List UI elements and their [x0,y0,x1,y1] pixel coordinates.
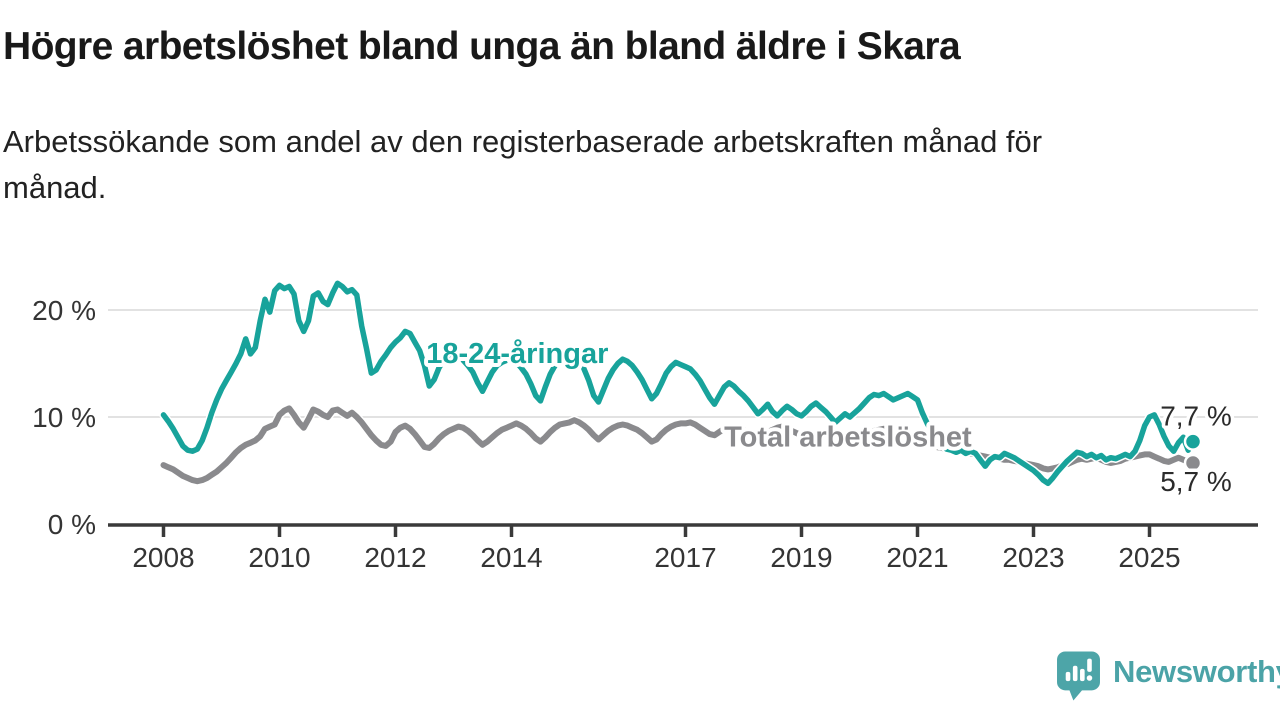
logo-bubble-tail [1068,687,1085,701]
end-value-label-total: 5,7 % [1160,466,1232,497]
end-value-label-youth: 7,7 % [1160,401,1232,432]
end-dot-youth [1183,432,1203,451]
y-tick-label-20: 20 % [32,295,96,326]
x-tick-label-2023: 2023 [1002,542,1064,573]
end-dot-total [1183,453,1203,473]
series-halo-youth [159,279,1198,488]
logo-bar-1 [1065,671,1071,682]
newsworthy-logo: Newsworthy [1056,650,1280,702]
x-tick-label-2021: 2021 [886,542,948,573]
chart-subtitle: Arbetssökande som andel av den registerb… [3,119,1263,211]
newsworthy-logo-text: Newsworthy [1113,654,1280,689]
series-label-total: Total arbetslöshet [724,421,972,453]
logo-exclamation-bar [1087,658,1092,672]
y-tick-label-0: 0 % [48,509,96,540]
x-tick-label-2017: 2017 [654,542,716,573]
x-tick-label-2019: 2019 [770,542,832,573]
series-line-youth [160,280,1196,487]
x-tick-label-2010: 2010 [248,542,310,573]
logo-exclamation-dot [1086,675,1093,681]
x-tick-label-2008: 2008 [132,542,194,573]
subtitle-line-1: Arbetssökande som andel av den registerb… [3,124,1043,159]
newsworthy-logo-icon [1057,651,1100,701]
logo-bar-2 [1072,665,1078,682]
x-tick-label-2012: 2012 [364,542,426,573]
page-title: Högre arbetslöshet bland unga än bland ä… [3,25,961,68]
subtitle-line-2: månad. [3,170,107,205]
logo-bubble [1057,651,1100,691]
y-tick-label-10: 10 % [32,402,96,433]
series-label-youth: 18-24-åringar [426,338,608,370]
logo-bar-3 [1080,668,1085,682]
x-tick-label-2014: 2014 [480,542,542,573]
x-tick-label-2025: 2025 [1118,542,1180,573]
